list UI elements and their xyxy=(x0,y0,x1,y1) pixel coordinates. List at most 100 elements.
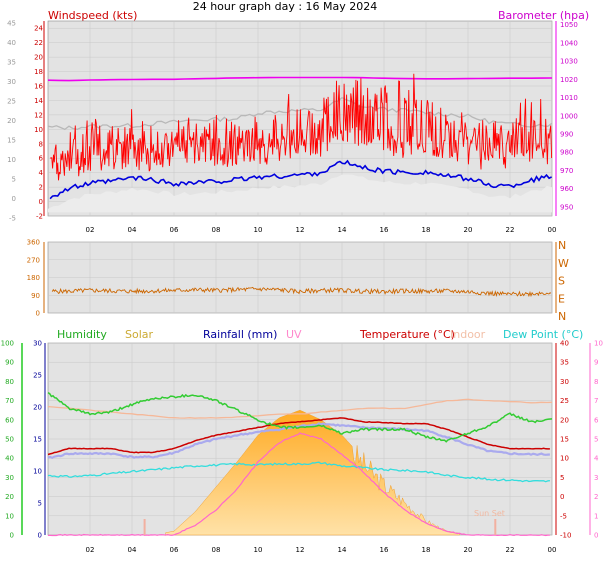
solar-label: Solar xyxy=(125,328,154,341)
wind-tick-label: 16 xyxy=(34,83,43,91)
x-tick-label: 02 xyxy=(86,226,95,234)
barometer-tick-label: 950 xyxy=(560,203,573,211)
wind-outer-tick-label: 45 xyxy=(7,20,16,28)
axis-ticks: 0202040406060808101012121414161618182020… xyxy=(1,20,603,555)
dew-point-label: Dew Point (°C) xyxy=(503,328,583,341)
wind-tick-label: 0 xyxy=(39,198,43,206)
wind-tick-label: 18 xyxy=(34,68,43,76)
apparent-temperature-line xyxy=(47,422,550,460)
wind-tick-label: 22 xyxy=(34,39,43,47)
temperature-line xyxy=(47,417,550,456)
x-tick-label: 04 xyxy=(128,226,137,234)
wind-outer-tick-label: 35 xyxy=(7,59,16,67)
humidity-tick-label: 100 xyxy=(1,340,14,348)
wind-outer-tick-label: 25 xyxy=(7,98,16,106)
uv-tick-label: 6 xyxy=(594,416,599,424)
uv-label: UV xyxy=(286,328,302,341)
temperature-tick-label: -10 xyxy=(560,532,571,540)
uv-tick-label: 2 xyxy=(594,493,598,501)
wind-outer-tick-label: 40 xyxy=(7,39,16,47)
x-tick-label: 18 xyxy=(422,226,431,234)
temperature-series xyxy=(47,391,553,537)
sunset-marker xyxy=(494,519,497,535)
wind-series xyxy=(47,73,553,213)
temperature-tick-label: -5 xyxy=(560,512,567,520)
humidity-tick-label: 60 xyxy=(5,416,14,424)
x-tick-label: 08 xyxy=(212,226,221,234)
x-tick-label: 22 xyxy=(506,226,515,234)
uv-tick-label: 8 xyxy=(594,378,598,386)
indoor-temperature-line xyxy=(47,398,553,419)
wind-direction-line xyxy=(51,286,552,298)
rainfall-tick-label: 5 xyxy=(38,500,42,508)
uv-tick-label: 5 xyxy=(594,436,598,444)
compass-label: E xyxy=(558,292,565,305)
direction-tick-label: 180 xyxy=(27,274,40,282)
wind-outer-tick-label: 30 xyxy=(7,78,16,86)
wind-tick-label: -2 xyxy=(36,213,43,221)
x-tick-label: 14 xyxy=(338,226,347,234)
wind-tick-label: 12 xyxy=(34,111,43,119)
compass-label: N xyxy=(558,239,566,252)
temperature-label: Temperature (°C) xyxy=(359,328,455,341)
direction-tick-label: 270 xyxy=(27,256,40,264)
temperature-tick-label: 5 xyxy=(560,474,564,482)
barometer-tick-label: 980 xyxy=(560,149,573,157)
humidity-tick-label: 0 xyxy=(10,532,14,540)
wind-tick-label: 20 xyxy=(34,54,43,62)
wind-outer-tick-label: 15 xyxy=(7,137,16,145)
wind-outer-tick-label: -5 xyxy=(9,215,16,223)
humidity-tick-label: 20 xyxy=(5,493,14,501)
rainfall-tick-label: 0 xyxy=(38,532,42,540)
direction-series xyxy=(51,286,552,298)
x-tick-label: 04 xyxy=(128,546,137,554)
uv-tick-label: 0 xyxy=(594,532,598,540)
barometer-tick-label: 1030 xyxy=(560,58,578,66)
barometer-axis-label: Barometer (hpa) xyxy=(498,9,589,22)
compass-label: S xyxy=(558,275,565,288)
temperature-tick-label: 40 xyxy=(560,340,569,348)
rainfall-tick-label: 20 xyxy=(33,404,42,412)
uv-tick-label: 4 xyxy=(594,455,599,463)
barometer-tick-label: 1020 xyxy=(560,76,578,84)
temperature-tick-label: 15 xyxy=(560,436,569,444)
dew-point-line xyxy=(47,461,550,483)
barometer-line xyxy=(47,76,553,82)
x-tick-label: 10 xyxy=(254,546,263,554)
sunrise-marker xyxy=(143,519,146,535)
windspeed-line xyxy=(49,73,553,181)
wind-outer-tick-label: 5 xyxy=(12,176,16,184)
barometer-tick-label: 1040 xyxy=(560,39,578,47)
rainfall-tick-label: 30 xyxy=(33,340,42,348)
humidity-tick-label: 40 xyxy=(5,455,14,463)
x-tick-label: 20 xyxy=(464,226,473,234)
x-tick-label: 08 xyxy=(212,546,221,554)
page-title: 24 hour graph day : 16 May 2024 xyxy=(193,0,378,13)
x-tick-label: 18 xyxy=(422,546,431,554)
x-tick-label: 12 xyxy=(296,546,305,554)
wind-outer-tick-label: 10 xyxy=(7,156,16,164)
direction-tick-label: 360 xyxy=(27,239,40,247)
compass-label: W xyxy=(558,257,569,270)
x-tick-label: 14 xyxy=(338,546,347,554)
barometer-tick-label: 1000 xyxy=(560,112,578,120)
uv-tick-label: 1 xyxy=(594,512,598,520)
wind-tick-label: 14 xyxy=(34,97,43,105)
direction-tick-label: 0 xyxy=(36,310,40,318)
humidity-label: Humidity xyxy=(57,328,107,341)
humidity-tick-label: 50 xyxy=(5,436,14,444)
wind-tick-label: 6 xyxy=(39,155,44,163)
uv-tick-label: 9 xyxy=(594,359,598,367)
barometer-tick-label: 960 xyxy=(560,185,573,193)
barometer-tick-label: 990 xyxy=(560,130,573,138)
wind-floor-area xyxy=(48,174,552,213)
uv-tick-label: 7 xyxy=(594,397,598,405)
windspeed-average-line xyxy=(49,159,552,200)
temperature-tick-label: 0 xyxy=(560,493,564,501)
sunset-label: Sun Set xyxy=(474,509,505,518)
indoor-label: Indoor xyxy=(450,328,486,341)
barometer-tick-label: 1010 xyxy=(560,94,578,102)
humidity-tick-label: 10 xyxy=(5,512,14,520)
humidity-tick-label: 90 xyxy=(5,359,14,367)
barometer-tick-label: 970 xyxy=(560,167,573,175)
